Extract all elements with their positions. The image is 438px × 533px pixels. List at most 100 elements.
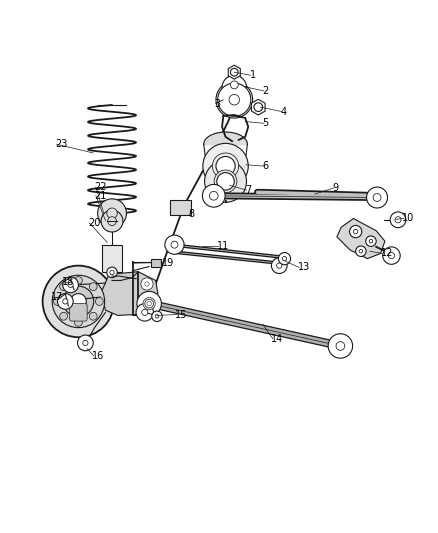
Circle shape [356, 246, 366, 256]
Circle shape [142, 309, 148, 316]
Polygon shape [228, 65, 240, 79]
Circle shape [216, 82, 253, 118]
Circle shape [390, 212, 406, 228]
Text: 4: 4 [280, 107, 286, 117]
Circle shape [203, 143, 248, 189]
Circle shape [57, 294, 73, 309]
Circle shape [74, 318, 82, 326]
Circle shape [137, 292, 161, 316]
Circle shape [224, 75, 244, 95]
Circle shape [230, 81, 238, 89]
Circle shape [254, 103, 263, 111]
Text: 15: 15 [175, 310, 188, 319]
Circle shape [230, 68, 238, 76]
Circle shape [277, 263, 282, 268]
Text: 17: 17 [51, 292, 63, 302]
Circle shape [152, 311, 162, 321]
Circle shape [216, 157, 235, 176]
Circle shape [212, 153, 239, 179]
Circle shape [155, 314, 159, 318]
Circle shape [145, 282, 149, 286]
Circle shape [63, 286, 94, 317]
Circle shape [68, 282, 73, 287]
Circle shape [366, 236, 376, 246]
Circle shape [171, 241, 178, 248]
Circle shape [110, 270, 114, 274]
Text: 12: 12 [381, 248, 393, 259]
Text: 14: 14 [272, 334, 284, 344]
Circle shape [42, 265, 114, 337]
Circle shape [145, 299, 153, 308]
Text: 3: 3 [215, 99, 221, 109]
Circle shape [143, 297, 155, 310]
Circle shape [98, 199, 127, 228]
Text: 21: 21 [95, 191, 107, 201]
Circle shape [52, 275, 105, 328]
Text: 13: 13 [297, 262, 310, 272]
Circle shape [217, 173, 234, 190]
Circle shape [395, 217, 401, 223]
Circle shape [353, 229, 358, 234]
Circle shape [89, 312, 97, 320]
Circle shape [71, 294, 86, 309]
Circle shape [78, 335, 93, 351]
Text: 1: 1 [250, 70, 256, 80]
Text: 23: 23 [55, 139, 67, 149]
Polygon shape [251, 99, 265, 115]
Text: 19: 19 [162, 258, 174, 268]
Text: 8: 8 [188, 209, 194, 219]
Circle shape [209, 191, 218, 200]
Text: 9: 9 [332, 183, 339, 193]
FancyBboxPatch shape [102, 245, 122, 272]
Circle shape [108, 217, 117, 225]
Circle shape [359, 249, 363, 253]
Circle shape [328, 334, 353, 358]
Circle shape [83, 340, 88, 345]
Circle shape [147, 302, 151, 306]
Circle shape [218, 83, 251, 116]
Circle shape [383, 247, 400, 264]
FancyBboxPatch shape [170, 200, 191, 215]
Text: 10: 10 [403, 214, 415, 223]
Text: 11: 11 [217, 240, 229, 251]
Circle shape [229, 94, 240, 105]
Text: 2: 2 [263, 86, 269, 96]
Circle shape [283, 256, 287, 261]
Circle shape [272, 258, 287, 273]
Text: 20: 20 [88, 218, 100, 228]
Circle shape [141, 278, 153, 290]
Circle shape [63, 299, 68, 304]
Circle shape [101, 210, 123, 232]
Polygon shape [337, 219, 385, 259]
Circle shape [350, 225, 362, 238]
Circle shape [95, 297, 103, 305]
FancyBboxPatch shape [151, 259, 161, 266]
Circle shape [74, 277, 82, 285]
Circle shape [373, 193, 381, 201]
Circle shape [60, 312, 67, 320]
Circle shape [107, 267, 117, 278]
Circle shape [336, 342, 345, 350]
Circle shape [107, 208, 117, 219]
Circle shape [60, 282, 67, 290]
Text: 18: 18 [62, 277, 74, 287]
Circle shape [369, 239, 373, 243]
Text: 6: 6 [263, 161, 269, 171]
Circle shape [214, 170, 237, 193]
Text: 16: 16 [92, 351, 105, 361]
Text: 7: 7 [245, 185, 251, 195]
Circle shape [136, 304, 153, 321]
Circle shape [389, 253, 395, 259]
Circle shape [279, 253, 290, 265]
Text: 22: 22 [95, 182, 107, 192]
Text: 5: 5 [263, 118, 269, 128]
Circle shape [205, 160, 247, 203]
Circle shape [63, 277, 78, 293]
Circle shape [89, 282, 97, 290]
Circle shape [202, 184, 225, 207]
Circle shape [165, 235, 184, 254]
Polygon shape [101, 272, 158, 316]
Circle shape [367, 187, 388, 208]
FancyBboxPatch shape [70, 304, 87, 321]
Circle shape [53, 297, 61, 305]
